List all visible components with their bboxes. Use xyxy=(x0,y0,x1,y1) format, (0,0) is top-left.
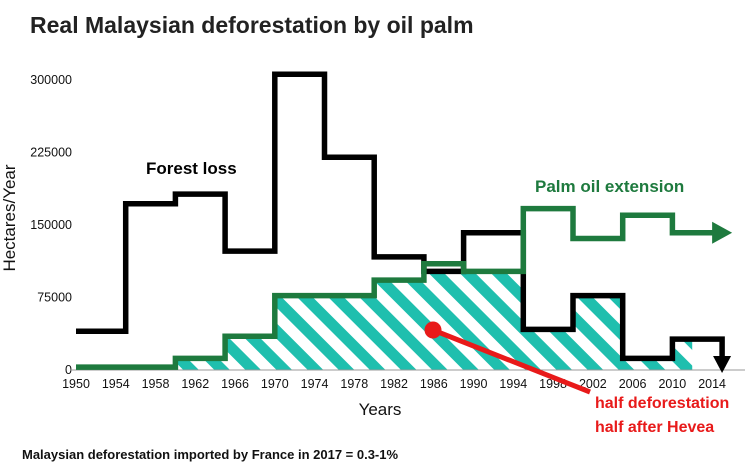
x-tick-label: 1978 xyxy=(340,377,368,391)
x-axis-ticks: 1950 1954 1958 1962 1966 1970 1974 1978 1982 1986… xyxy=(62,377,726,391)
x-tick-label: 1982 xyxy=(380,377,408,391)
annotation-dot xyxy=(424,321,442,339)
x-tick-label: 2002 xyxy=(579,377,607,391)
y-axis-label: Hectares/Year xyxy=(0,164,19,271)
x-tick-label: 1990 xyxy=(460,377,488,391)
x-tick-label: 2010 xyxy=(658,377,686,391)
palm-oil-series-line xyxy=(76,205,715,370)
x-tick-label: 1974 xyxy=(301,377,329,391)
x-tick-label: 1994 xyxy=(499,377,527,391)
palm-oil-label: Palm oil extension xyxy=(535,177,684,196)
annotation-line-2: half after Hevea xyxy=(595,419,714,436)
x-tick-label: 1954 xyxy=(102,377,130,391)
y-tick-label: 225000 xyxy=(30,146,72,160)
x-tick-label: 1950 xyxy=(62,377,90,391)
x-tick-label: 1986 xyxy=(420,377,448,391)
forest-loss-label: Forest loss xyxy=(146,159,237,178)
x-tick-label: 1962 xyxy=(181,377,209,391)
x-tick-label: 1970 xyxy=(261,377,289,391)
y-tick-label: 0 xyxy=(65,363,72,377)
y-axis-ticks: 0 75000 150000 225000 300000 xyxy=(30,73,72,377)
y-tick-label: 150000 xyxy=(30,218,72,232)
palm-oil-arrow-icon xyxy=(712,221,733,244)
y-tick-label: 75000 xyxy=(37,291,72,305)
x-tick-label: 2006 xyxy=(619,377,647,391)
annotation-line-1: half deforestation xyxy=(595,395,729,412)
forest-loss-series-line xyxy=(76,71,725,362)
x-axis-label: Years xyxy=(359,400,402,419)
annotation-pointer-line xyxy=(432,327,591,395)
chart-title: Real Malaysian deforestation by oil palm xyxy=(30,12,474,38)
x-tick-label: 1958 xyxy=(142,377,170,391)
overlap-hatched-area xyxy=(155,271,693,370)
x-tick-label: 1966 xyxy=(221,377,249,391)
y-tick-label: 300000 xyxy=(30,73,72,87)
forest-loss-arrow-icon xyxy=(713,356,732,373)
x-tick-label: 2014 xyxy=(698,377,726,391)
footer-note: Malaysian deforestation imported by Fran… xyxy=(22,447,398,462)
